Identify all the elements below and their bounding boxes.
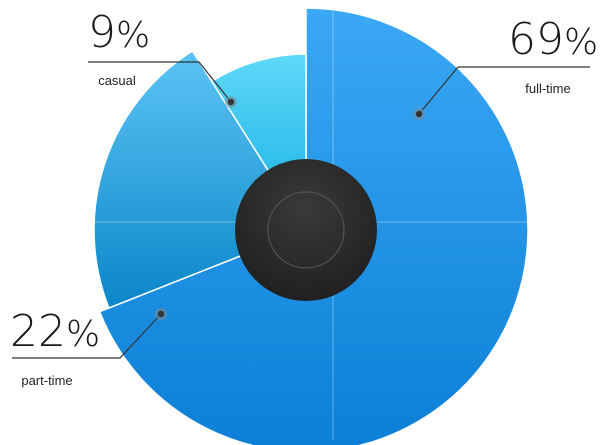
percent-label-casual: 9% — [88, 7, 150, 58]
callout-marker-dot-part-time — [157, 310, 165, 318]
category-label-casual: casual — [98, 73, 136, 88]
callout-marker-dot-casual — [227, 98, 235, 106]
percent-label-part-time: 22% — [10, 306, 100, 357]
category-label-part-time: part-time — [21, 373, 72, 388]
center-hub — [235, 159, 377, 301]
center-ring — [267, 191, 345, 269]
callout-marker-dot-full-time — [415, 110, 423, 118]
callout-line-full-time — [418, 66, 590, 115]
category-label-full-time: full-time — [525, 81, 571, 96]
percent-label-full-time: 69% — [508, 14, 598, 65]
callout-line-casual — [88, 61, 232, 103]
callout-line-part-time — [12, 313, 162, 359]
